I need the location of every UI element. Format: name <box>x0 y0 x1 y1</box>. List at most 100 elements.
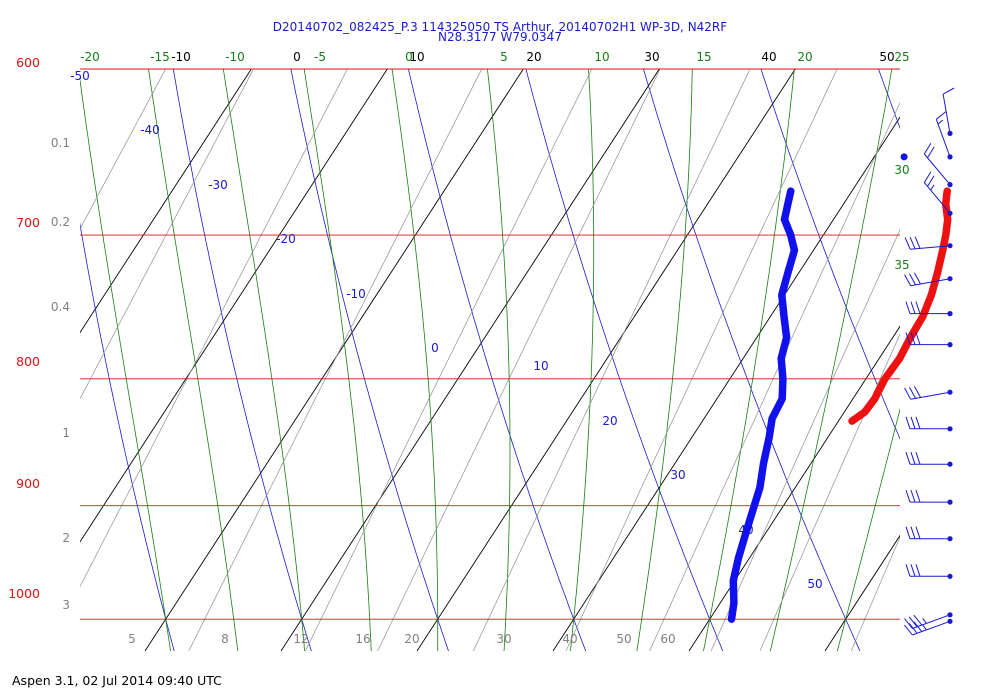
isotherm-line <box>80 69 252 334</box>
moist-adiabat-label: -10 <box>225 50 245 64</box>
dry-adiabat-line <box>760 69 900 440</box>
moist-adiabat-label: 25 <box>894 50 909 64</box>
pressure-tick-label: 800 <box>16 354 40 369</box>
isotherm-line <box>416 69 796 651</box>
dewpoint-point <box>756 484 764 491</box>
moist-adiabat-line <box>486 69 511 651</box>
version-timestamp: Aspen 3.1, 02 Jul 2014 09:40 UTC <box>12 673 222 688</box>
moist-adiabat-label: 30 <box>894 163 909 177</box>
isotherm-label: 40 <box>761 50 776 64</box>
moist-adiabat-label: 10 <box>594 50 609 64</box>
isotherm-line <box>144 69 524 651</box>
temperature-point <box>944 216 951 223</box>
secondary-left-label: 3 <box>62 598 70 612</box>
wind-barb <box>904 612 953 629</box>
mixing-ratio-label: 50 <box>616 632 631 646</box>
temperature-point <box>848 417 856 425</box>
wind-barbs <box>904 87 955 636</box>
pressure-tick-label: 1000 <box>8 586 40 601</box>
mixing-ratio-label: 12 <box>293 632 308 646</box>
dewpoint-point <box>787 231 794 239</box>
isotherm-label: 10 <box>409 50 424 64</box>
mixing-ratio-line <box>649 101 900 651</box>
dewpoint-trace <box>727 187 799 623</box>
isotherm-label: 50 <box>879 50 894 64</box>
moist-adiabat-label: -5 <box>314 50 326 64</box>
wind-barb <box>905 452 953 467</box>
dewpoint-point <box>735 555 742 562</box>
dry-adiabat-line <box>290 69 449 651</box>
isotherm-label: 30 <box>644 50 659 64</box>
wind-barb <box>904 386 953 400</box>
dewpoint-point <box>791 247 798 254</box>
chart-title: D20140702_082425_P.3 114325050 TS Arthur… <box>273 20 727 34</box>
wind-barb <box>905 301 953 317</box>
moist-adiabat-line <box>80 77 172 651</box>
dewpoint-point <box>768 415 776 422</box>
isotherm-line <box>824 534 900 651</box>
secondary-left-label: 2 <box>62 531 70 545</box>
mixing-ratio-line <box>188 69 483 651</box>
mixing-ratio-line <box>565 69 838 651</box>
dry-adiabat-line <box>172 69 312 651</box>
mixing-ratio-label: 8 <box>221 632 229 646</box>
mixing-ratio-line <box>377 69 661 651</box>
dry-adiabat-label: 10 <box>533 359 548 373</box>
moist-adiabat-label: 5 <box>500 50 508 64</box>
temperature-point <box>944 187 951 195</box>
mixing-ratio-line <box>80 69 254 400</box>
mixing-ratio-line <box>80 69 348 588</box>
background-grid <box>80 65 1000 653</box>
moist-adiabat-line <box>904 65 1000 653</box>
dewpoint-point <box>749 508 756 515</box>
chart-subtitle: N28.3177 W79.0347 <box>438 30 562 44</box>
dewpoint-point <box>730 577 737 584</box>
moist-adiabat-line <box>769 69 893 651</box>
wind-barb <box>904 272 953 287</box>
pressure-tick-label: 600 <box>16 55 40 70</box>
pressure-tick-label: 900 <box>16 476 40 491</box>
dewpoint-point <box>787 187 794 195</box>
dry-adiabat-line <box>80 221 175 651</box>
temperature-point <box>942 231 949 239</box>
moist-adiabat-label: 15 <box>696 50 711 64</box>
wind-barb <box>942 87 955 136</box>
mixing-ratio-label: 60 <box>660 632 675 646</box>
wind-barb <box>923 171 953 216</box>
temperature-point <box>896 355 903 362</box>
moist-adiabat-line <box>303 69 372 651</box>
mixing-ratio-label: 30 <box>496 632 511 646</box>
temperature-point <box>939 247 946 254</box>
moist-adiabat-line <box>636 69 693 651</box>
temperature-point <box>871 395 878 402</box>
dewpoint-point <box>730 599 738 607</box>
isotherm-line <box>280 69 660 651</box>
moist-adiabat-label: -20 <box>80 50 100 64</box>
mixing-ratio-line <box>850 536 900 651</box>
wind-barb <box>904 236 953 250</box>
moist-adiabat-label: 20 <box>797 50 812 64</box>
temperature-point <box>881 375 889 382</box>
mixing-ratio-line <box>80 69 166 230</box>
wind-barb <box>905 564 953 579</box>
dry-adiabat-label: -40 <box>140 123 160 137</box>
dewpoint-point <box>781 216 788 223</box>
mixing-ratio-line <box>918 69 1000 651</box>
temperature-point <box>861 408 868 416</box>
dewpoint-point <box>783 334 790 341</box>
secondary-left-label: 0.1 <box>51 136 70 150</box>
mixing-ratio-label: 20 <box>404 632 419 646</box>
temperature-point <box>919 313 926 320</box>
wind-barb <box>935 111 953 160</box>
dewpoint-point <box>779 395 786 402</box>
dewpoint-point <box>778 291 785 299</box>
dewpoint-point <box>784 200 792 207</box>
isotherm-line <box>688 325 900 651</box>
dry-adiabat-line <box>408 69 587 651</box>
dewpoint-isolated-point <box>900 153 908 161</box>
dry-adiabat-line <box>643 69 861 651</box>
dry-adiabat-label: 50 <box>807 577 822 591</box>
moist-adiabat-line <box>971 65 1000 653</box>
dewpoint-point <box>779 375 787 382</box>
